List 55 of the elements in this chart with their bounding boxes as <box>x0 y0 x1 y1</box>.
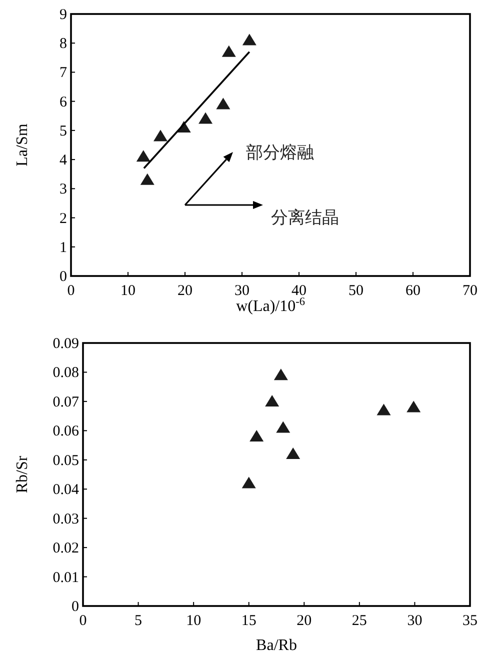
x-tick-label: 30 <box>234 283 250 299</box>
point <box>286 448 300 460</box>
point <box>136 150 150 162</box>
x-tick-label: 15 <box>241 613 256 629</box>
x-tick-label: 70 <box>462 283 478 299</box>
y-axis-title: Rb/Sr <box>14 455 31 494</box>
annotation: 部分熔融 <box>246 143 314 163</box>
y-tick-label: 0.03 <box>52 511 79 528</box>
y-tick-label: 0 <box>60 269 67 285</box>
point <box>406 400 421 412</box>
point <box>153 130 168 142</box>
y-tick-label: 4 <box>60 152 68 169</box>
y-tick-label: 0.05 <box>52 452 79 469</box>
point <box>376 404 391 416</box>
y-tick-label: 6 <box>60 94 68 110</box>
x-tick-label: 25 <box>352 613 367 629</box>
y-tick-label: 8 <box>60 36 67 52</box>
point <box>242 476 256 488</box>
x-tick-label: 60 <box>406 283 420 299</box>
x-tick-label: 30 <box>407 613 422 629</box>
point <box>276 421 290 433</box>
y-tick-label: 9 <box>60 7 67 23</box>
point <box>242 34 256 46</box>
x-tick-label: 35 <box>462 613 478 629</box>
point <box>274 368 288 380</box>
y-tick-label: 3 <box>60 182 67 198</box>
x-axis-title: w(La)/10$^{-6}$ <box>236 296 306 315</box>
x-axis-title: Ba/Rb <box>256 637 297 654</box>
x-tick-label: 50 <box>348 283 364 299</box>
y-tick-label: 0 <box>72 599 79 615</box>
x-tick-label: 40 <box>292 283 306 299</box>
annotation: 分离结晶 <box>271 208 339 228</box>
point <box>222 45 236 57</box>
y-tick-label: 0.01 <box>52 570 79 586</box>
x-tick-label: 20 <box>296 613 312 629</box>
y-tick-label: 0.08 <box>52 365 79 382</box>
point <box>250 430 264 442</box>
y-tick-label: 7 <box>60 65 68 82</box>
y-tick-label: 0.04 <box>52 482 80 498</box>
point <box>140 173 154 185</box>
x-tick-label: 10 <box>120 283 136 299</box>
x-tick-label: 5 <box>134 613 142 629</box>
y-tick-label: 0.02 <box>52 540 79 557</box>
y-tick-label: 0.06 <box>52 424 80 440</box>
x-tick-label: 10 <box>186 613 202 629</box>
point <box>198 112 213 124</box>
point <box>216 98 230 110</box>
y-tick-label: 0.07 <box>52 394 80 410</box>
y-tick-label: 0.09 <box>52 336 79 352</box>
y-tick-label: 2 <box>60 210 67 227</box>
y-tick-label: 5 <box>60 123 67 140</box>
y-axis-title: La/Sm <box>14 123 31 166</box>
point <box>265 394 280 406</box>
y-tick-label: 1 <box>60 240 67 256</box>
x-tick-label: 20 <box>178 283 192 299</box>
